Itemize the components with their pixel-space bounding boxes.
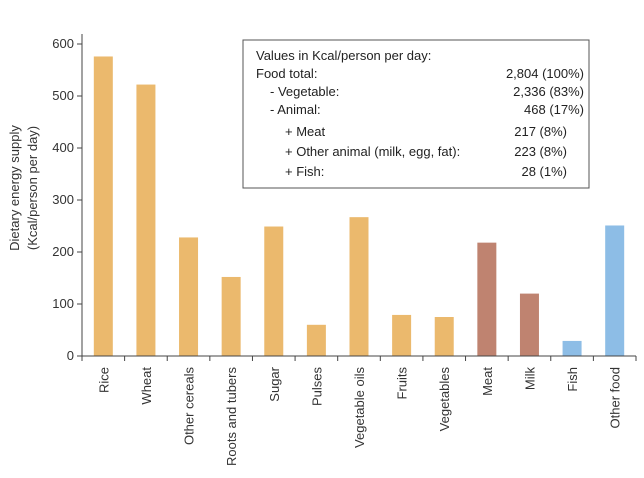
y-tick-label: 100 — [52, 296, 74, 311]
bar-rice — [93, 56, 113, 356]
bar-other-food — [605, 225, 625, 356]
x-tick-label: Roots and tubers — [224, 367, 239, 467]
x-tick-label: Vegetable oils — [352, 367, 367, 448]
y-tick-label: 200 — [52, 244, 74, 259]
info-box-frame — [242, 39, 590, 189]
bar-roots-and-tubers — [221, 276, 241, 356]
bar-meat — [477, 242, 497, 356]
y-axis-title-line2: (Kcal/person per day) — [25, 126, 40, 250]
x-tick-label: Pulses — [309, 367, 324, 407]
y-tick-label: 400 — [52, 140, 74, 155]
x-tick-label: Rice — [96, 367, 111, 393]
x-tick-label: Other cereals — [182, 367, 197, 446]
bar-sugar — [264, 226, 284, 356]
y-tick-label: 300 — [52, 192, 74, 207]
bar-wheat — [136, 84, 156, 356]
y-axis-title: Dietary energy supply (Kcal/person per d… — [7, 125, 40, 251]
y-tick-label: 500 — [52, 88, 74, 103]
info-row-label: Food total: — [256, 66, 317, 81]
x-tick-label: Fish — [565, 367, 580, 392]
x-tick-label: Sugar — [267, 366, 282, 401]
info-row-value: 2,804 (100%) — [506, 66, 584, 81]
bar-milk — [519, 293, 539, 356]
x-tick-label: Meat — [480, 367, 495, 396]
info-box: Values in Kcal/person per day: Food tota… — [242, 39, 590, 189]
info-row-value: 217 (8%) — [514, 124, 567, 139]
bar-vegetable-oils — [349, 217, 369, 356]
bar-fruits — [392, 314, 412, 356]
x-tick-label: Fruits — [395, 367, 410, 400]
x-tick-label: Other food — [608, 367, 623, 428]
y-axis: 0 100 200 300 400 500 600 — [52, 34, 83, 363]
info-row-label: + Fish: — [285, 164, 324, 179]
bar-pulses — [306, 324, 326, 356]
info-row-label: + Meat — [285, 124, 325, 139]
y-tick-label: 0 — [67, 348, 74, 363]
x-tick-label: Milk — [522, 367, 537, 391]
bar-fish — [562, 340, 582, 356]
info-row-value: 468 (17%) — [524, 102, 584, 117]
info-row-value: 28 (1%) — [521, 164, 567, 179]
bar-vegetables — [434, 317, 454, 356]
info-row-label: + Other animal (milk, egg, fat): — [285, 144, 460, 159]
x-axis: Rice Wheat Other cereals Roots and tubers Su… — [81, 355, 637, 467]
info-row-value: 2,336 (83%) — [513, 84, 584, 99]
y-tick-label: 600 — [52, 36, 74, 51]
info-row-label: - Vegetable: — [270, 84, 339, 99]
info-row-value: 223 (8%) — [514, 144, 567, 159]
x-tick-label: Wheat — [139, 367, 154, 405]
x-tick-label: Vegetables — [437, 367, 452, 432]
bars — [93, 56, 625, 356]
y-axis-title-line1: Dietary energy supply — [7, 125, 22, 251]
bar-other-cereals — [179, 237, 199, 356]
info-box-header: Values in Kcal/person per day: — [256, 48, 431, 63]
info-row-label: - Animal: — [270, 102, 321, 117]
